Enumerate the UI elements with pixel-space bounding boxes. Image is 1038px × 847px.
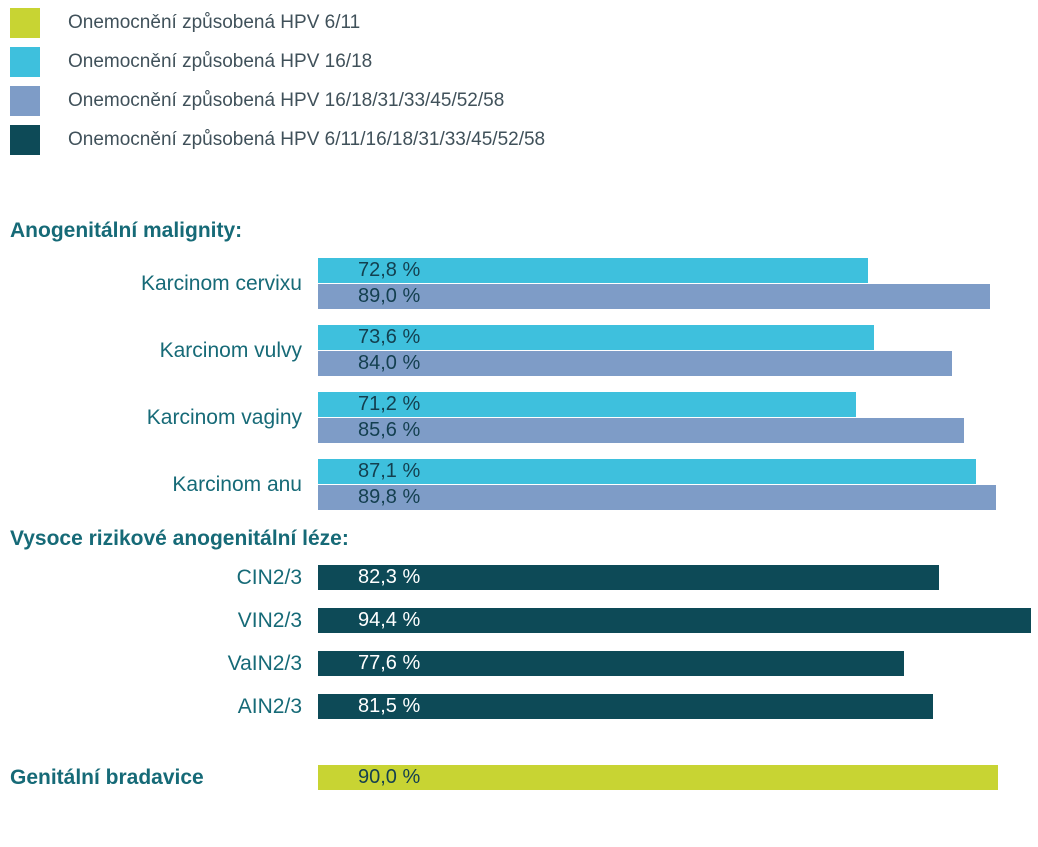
chart-row: CIN2/3 82,3 % [10, 565, 1038, 590]
bar-value-label: 84,0 % [358, 352, 421, 374]
category-label: Genitální bradavice [10, 765, 204, 789]
bar-stack: 73,6 % 84,0 % [318, 325, 952, 376]
bar-stack: 81,5 % [318, 694, 933, 719]
chart-section: Anogenitální malignity: Karcinom cervixu 7… [10, 218, 1038, 510]
chart-row: Karcinom anu 87,1 % 89,8 % [10, 459, 1038, 510]
category-label: CIN2/3 [236, 565, 302, 589]
bar-value-label: 94,4 % [358, 609, 421, 631]
category-label: VaIN2/3 [227, 651, 302, 675]
section-rows: Genitální bradavice 90,0 % [10, 765, 1038, 790]
bar: 90,0 % [318, 765, 998, 790]
bar: 73,6 % [318, 325, 874, 350]
bar-value-label: 71,2 % [358, 393, 421, 415]
legend-label: Onemocnění způsobená HPV 6/11 [68, 12, 361, 33]
bar: 84,0 % [318, 351, 952, 376]
bar: 82,3 % [318, 565, 939, 590]
legend-item: Onemocnění způsobená HPV 16/18/31/33/45/… [10, 86, 1038, 116]
category-label: AIN2/3 [237, 694, 302, 718]
chart-row: AIN2/3 81,5 % [10, 694, 1038, 719]
bar-value-label: 89,8 % [358, 486, 421, 508]
chart-row: Karcinom vaginy 71,2 % 85,6 % [10, 392, 1038, 443]
legend: Onemocnění způsobená HPV 6/11 Onemocnění … [10, 8, 1038, 155]
bar-value-label: 81,5 % [358, 695, 421, 717]
chart-section: Vysoce rizikové anogenitální léze: CIN2/3… [10, 526, 1038, 719]
bar-value-label: 90,0 % [358, 766, 421, 788]
bar: 89,0 % [318, 284, 990, 309]
bar-stack: 87,1 % 89,8 % [318, 459, 996, 510]
legend-swatch-icon [10, 8, 40, 38]
bar-value-label: 87,1 % [358, 460, 421, 482]
bar-stack: 72,8 % 89,0 % [318, 258, 990, 309]
chart-row: Karcinom vulvy 73,6 % 84,0 % [10, 325, 1038, 376]
chart-row: Karcinom cervixu 72,8 % 89,0 % [10, 258, 1038, 309]
chart: Anogenitální malignity: Karcinom cervixu 7… [10, 218, 1038, 790]
bar-stack: 94,4 % [318, 608, 1031, 633]
chart-row: VaIN2/3 77,6 % [10, 651, 1038, 676]
legend-swatch-icon [10, 86, 40, 116]
chart-row: VIN2/3 94,4 % [10, 608, 1038, 633]
bar: 94,4 % [318, 608, 1031, 633]
legend-label: Onemocnění způsobená HPV 16/18/31/33/45/… [68, 90, 505, 111]
bar-stack: 71,2 % 85,6 % [318, 392, 964, 443]
legend-item: Onemocnění způsobená HPV 16/18 [10, 47, 1038, 77]
bar: 85,6 % [318, 418, 964, 443]
bar: 72,8 % [318, 258, 868, 283]
legend-label: Onemocnění způsobená HPV 6/11/16/18/31/3… [68, 129, 546, 150]
bar-stack: 82,3 % [318, 565, 939, 590]
bar-value-label: 89,0 % [358, 285, 421, 307]
bar-value-label: 73,6 % [358, 326, 421, 348]
bar: 81,5 % [318, 694, 933, 719]
section-rows: CIN2/3 82,3 % VIN2/3 94,4 % VaIN2/3 77,6 % AIN… [10, 565, 1038, 719]
bar: 89,8 % [318, 485, 996, 510]
bar: 87,1 % [318, 459, 976, 484]
bar-value-label: 85,6 % [358, 419, 421, 441]
bar-stack: 77,6 % [318, 651, 904, 676]
category-label: Karcinom anu [172, 472, 302, 496]
legend-label: Onemocnění způsobená HPV 16/18 [68, 51, 373, 72]
legend-item: Onemocnění způsobená HPV 6/11 [10, 8, 1038, 38]
category-label: Karcinom vulvy [159, 338, 302, 362]
bar: 77,6 % [318, 651, 904, 676]
section-rows: Karcinom cervixu 72,8 % 89,0 % Karcinom vul… [10, 258, 1038, 510]
chart-section: Genitální bradavice 90,0 % [10, 765, 1038, 790]
bar-value-label: 77,6 % [358, 652, 421, 674]
legend-item: Onemocnění způsobená HPV 6/11/16/18/31/3… [10, 125, 1038, 155]
bar-value-label: 82,3 % [358, 566, 421, 588]
bar-stack: 90,0 % [318, 765, 998, 790]
bar: 71,2 % [318, 392, 856, 417]
legend-swatch-icon [10, 47, 40, 77]
chart-row: Genitální bradavice 90,0 % [10, 765, 1038, 790]
category-label: Karcinom vaginy [146, 405, 302, 429]
bar-value-label: 72,8 % [358, 259, 421, 281]
legend-swatch-icon [10, 125, 40, 155]
section-title: Vysoce rizikové anogenitální léze: [10, 527, 349, 550]
section-title: Anogenitální malignity: [10, 219, 243, 242]
category-label: Karcinom cervixu [140, 271, 302, 295]
category-label: VIN2/3 [237, 608, 302, 632]
